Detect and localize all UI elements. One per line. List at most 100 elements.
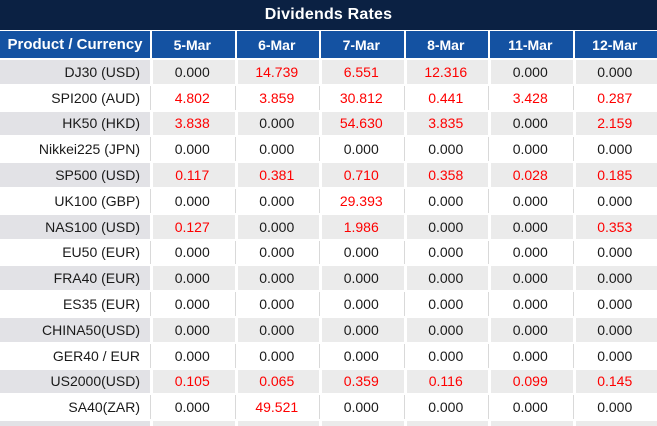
table-row: NAS100 (USD) 0.127 0.000 1.986 0.000 0.000 0.3… [0, 214, 657, 241]
rate-cell: 0.000 [234, 111, 319, 138]
table-row: US2000(USD) 0.105 0.065 0.359 0.116 0.099 0.14… [0, 369, 657, 396]
rate-cell: 0.000 [572, 137, 657, 164]
rate-cell: 0.000 [150, 60, 235, 86]
rate-cell: 0.000 [572, 240, 657, 267]
rate-cell: 0.000 [403, 292, 488, 318]
rate-cell: 0.105 [150, 369, 235, 396]
date-column-header: 5-Mar [150, 31, 235, 60]
rate-cell: 0.000 [403, 266, 488, 293]
product-cell: NAS100 (USD) [0, 214, 150, 241]
rate-cell: 0.145 [572, 369, 657, 396]
rate-cell: 0.000 [150, 137, 235, 164]
title-bar: Dividends Rates [0, 0, 657, 31]
rate-cell: 0.000 [150, 266, 235, 293]
rate-cell: 0.000 [488, 292, 573, 318]
rate-cell: 0.099 [488, 369, 573, 396]
rate-cell: 0.000 [319, 137, 404, 164]
table-row: HK50 (HKD) 3.838 0.000 54.630 3.835 0.000 2.15… [0, 111, 657, 138]
rate-cell [319, 421, 404, 426]
product-cell [0, 421, 150, 426]
product-cell: UK100 (GBP) [0, 188, 150, 215]
rate-cell: 0.000 [488, 214, 573, 241]
rate-cell: 0.000 [319, 395, 404, 422]
rate-cell: 0.000 [234, 137, 319, 164]
table-row: EU50 (EUR) 0.000 0.000 0.000 0.000 0.000 0.000 [0, 240, 657, 267]
table-row: DJ30 (USD) 0.000 14.739 6.551 12.316 0.000 0.0… [0, 60, 657, 86]
rate-cell: 49.521 [234, 395, 319, 422]
rate-cell: 0.000 [488, 395, 573, 422]
rate-cell: 0.000 [488, 188, 573, 215]
rate-cell: 1.986 [319, 214, 404, 241]
rate-cell: 6.551 [319, 60, 404, 86]
rate-cell: 0.000 [319, 317, 404, 344]
product-currency-header: Product / Currency [0, 31, 150, 60]
rate-cell: 0.000 [319, 240, 404, 267]
rate-cell: 0.000 [234, 188, 319, 215]
rate-cell [234, 421, 319, 426]
product-cell: DJ30 (USD) [0, 60, 150, 86]
rate-cell: 0.000 [234, 317, 319, 344]
rate-cell: 0.127 [150, 214, 235, 241]
rate-cell: 0.065 [234, 369, 319, 396]
date-column-header: 7-Mar [319, 31, 404, 60]
rate-cell: 0.000 [234, 266, 319, 293]
rate-cell: 0.000 [572, 292, 657, 318]
rate-cell: 0.353 [572, 214, 657, 241]
table-row: SA40(ZAR) 0.000 49.521 0.000 0.000 0.000 0.000 [0, 395, 657, 422]
rate-cell: 0.000 [488, 317, 573, 344]
rate-cell: 0.710 [319, 163, 404, 189]
product-cell: GER40 / EUR [0, 343, 150, 370]
rate-cell: 3.835 [403, 111, 488, 138]
rate-cell: 0.000 [488, 343, 573, 370]
rate-cell: 0.000 [319, 292, 404, 318]
rate-cell: 0.000 [572, 343, 657, 370]
table-row: CHINA50(USD) 0.000 0.000 0.000 0.000 0.000 0.0… [0, 317, 657, 344]
rate-cell: 0.000 [150, 292, 235, 318]
product-cell: SP500 (USD) [0, 163, 150, 189]
product-cell: US2000(USD) [0, 369, 150, 396]
date-column-header: 11-Mar [488, 31, 573, 60]
rate-cell: 0.358 [403, 163, 488, 189]
rate-cell: 0.359 [319, 369, 404, 396]
product-cell: ES35 (EUR) [0, 292, 150, 318]
rate-cell: 0.000 [572, 60, 657, 86]
table-row [0, 421, 657, 426]
table-row: ES35 (EUR) 0.000 0.000 0.000 0.000 0.000 0.000 [0, 292, 657, 318]
rate-cell: 0.000 [403, 395, 488, 422]
rate-cell [403, 421, 488, 426]
header-row: Product / Currency 5-Mar 6-Mar 7-Mar 8-Mar 1… [0, 31, 657, 60]
rate-cell: 0.000 [234, 240, 319, 267]
rate-cell: 14.739 [234, 60, 319, 86]
rate-cell: 0.000 [319, 343, 404, 370]
rate-cell [488, 421, 573, 426]
rate-cell: 0.000 [488, 266, 573, 293]
rate-cell: 0.000 [488, 111, 573, 138]
rate-cell: 0.000 [150, 343, 235, 370]
rate-cell: 0.000 [572, 266, 657, 293]
product-cell: HK50 (HKD) [0, 111, 150, 138]
date-column-header: 6-Mar [234, 31, 319, 60]
table-row: UK100 (GBP) 0.000 0.000 29.393 0.000 0.000 0.0… [0, 188, 657, 215]
rate-cell: 0.000 [488, 137, 573, 164]
panel-title: Dividends Rates [264, 6, 393, 23]
rate-cell: 0.287 [572, 85, 657, 112]
rate-cell: 0.000 [234, 292, 319, 318]
table-row: FRA40 (EUR) 0.000 0.000 0.000 0.000 0.000 0.00… [0, 266, 657, 293]
date-column-header: 8-Mar [403, 31, 488, 60]
rate-cell: 0.000 [572, 317, 657, 344]
rate-cell: 0.116 [403, 369, 488, 396]
rate-cell: 29.393 [319, 188, 404, 215]
product-cell: FRA40 (EUR) [0, 266, 150, 293]
rate-cell [150, 421, 235, 426]
rate-cell: 0.000 [403, 137, 488, 164]
rate-cell: 0.000 [150, 188, 235, 215]
rate-cell: 0.000 [150, 317, 235, 344]
rate-cell: 0.028 [488, 163, 573, 189]
rate-cell: 0.000 [319, 266, 404, 293]
date-column-header: 12-Mar [572, 31, 657, 60]
rate-cell: 3.859 [234, 85, 319, 112]
rate-cell: 0.441 [403, 85, 488, 112]
product-cell: CHINA50(USD) [0, 317, 150, 344]
rate-cell: 12.316 [403, 60, 488, 86]
